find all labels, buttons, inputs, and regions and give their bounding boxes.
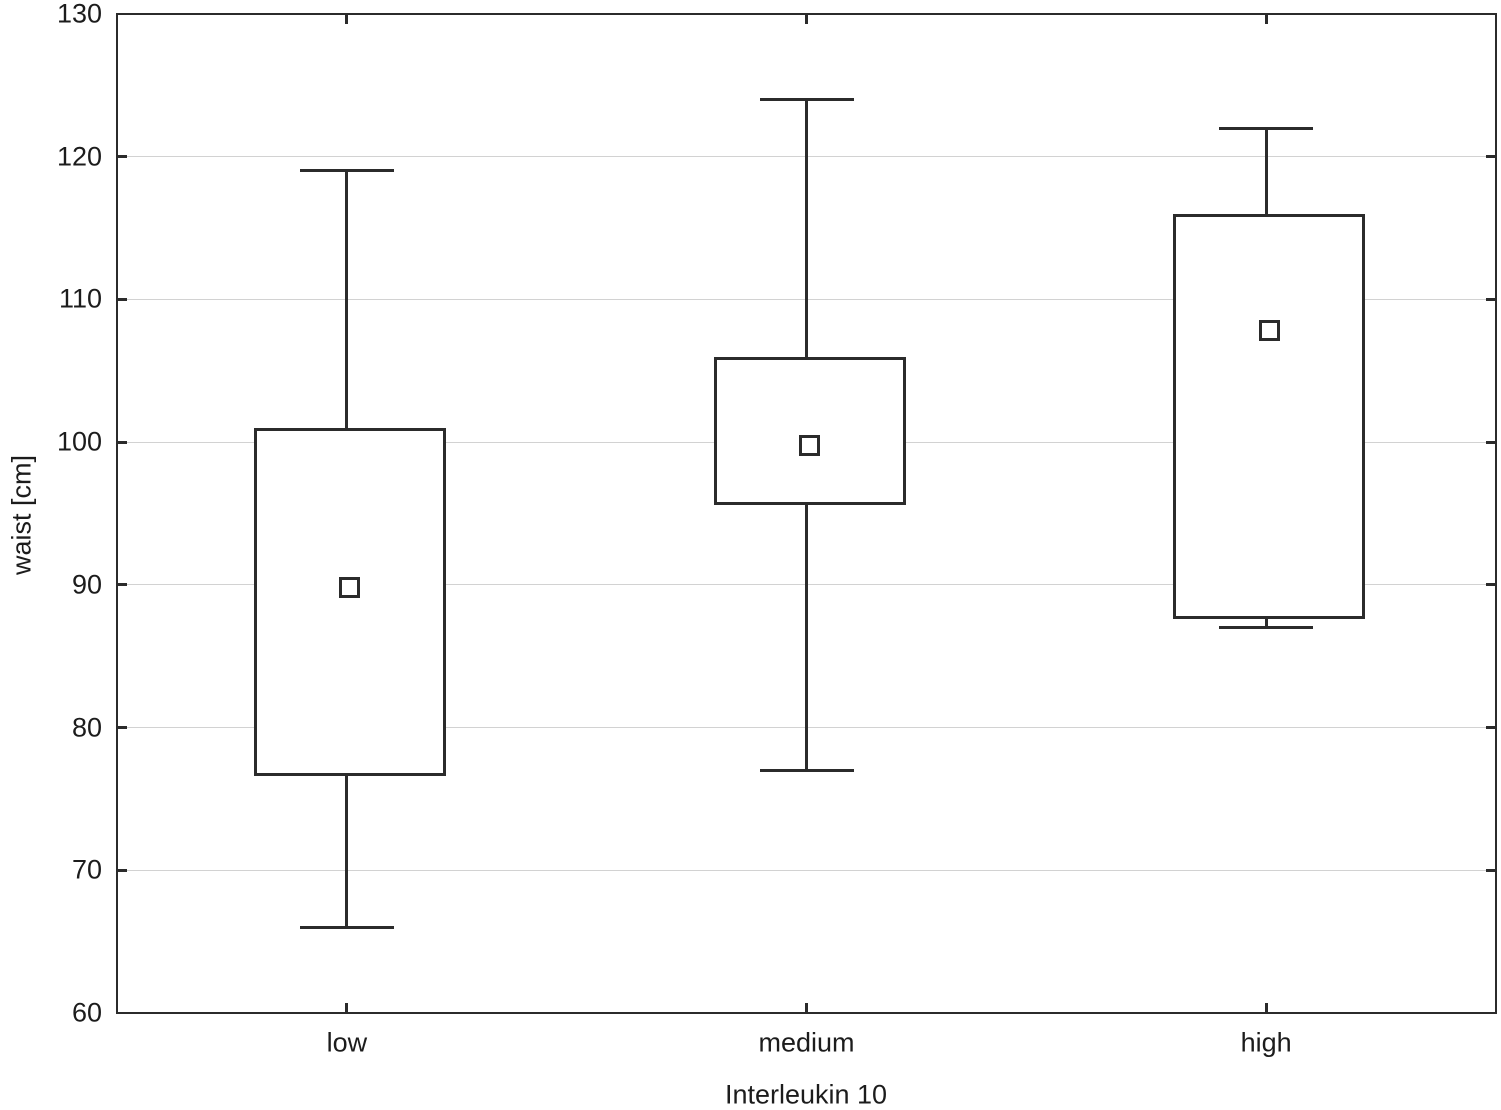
x-axis-tick (1264, 1003, 1268, 1012)
y-axis-tick (1486, 726, 1495, 730)
y-axis-tick (1486, 155, 1495, 159)
whisker-upper-stem (1264, 128, 1268, 214)
x-axis-tick (345, 15, 349, 24)
y-tick-label: 70 (71, 854, 102, 885)
y-axis-tick (118, 726, 127, 730)
y-tick-label: 130 (56, 0, 102, 29)
whisker-upper-stem (805, 99, 808, 357)
box-rect (253, 427, 446, 777)
median-marker (1258, 320, 1280, 342)
y-tick-label: 60 (71, 997, 102, 1028)
whisker-upper-cap (1219, 126, 1314, 130)
x-axis-tick (805, 15, 808, 24)
y-axis-tick (118, 155, 127, 159)
y-axis-tick (118, 868, 127, 872)
whisker-lower-cap (299, 925, 394, 929)
whisker-lower-cap (759, 768, 854, 772)
x-axis-tick (1264, 15, 1268, 24)
y-tick-label: 90 (71, 569, 102, 600)
whisker-upper-cap (759, 98, 854, 102)
whisker-upper-stem (345, 170, 349, 428)
x-axis-title: Interleukin 10 (724, 1079, 888, 1110)
x-axis-tick (345, 1003, 349, 1012)
whisker-lower-cap (1219, 626, 1314, 630)
whisker-lower-stem (345, 770, 349, 928)
median-marker (339, 577, 361, 599)
x-tick-label: high (1240, 1027, 1292, 1058)
x-tick-label: medium (758, 1027, 855, 1058)
x-tick-label: low (326, 1027, 368, 1058)
y-tick-label: 100 (56, 426, 102, 457)
y-axis-title: waist [cm] (6, 454, 37, 576)
plot-area (116, 13, 1497, 1014)
y-tick-label: 110 (58, 283, 102, 314)
box-rect (1173, 213, 1366, 620)
y-axis-tick (1486, 868, 1495, 872)
y-tick-label: 120 (56, 141, 102, 172)
whisker-upper-cap (299, 169, 394, 173)
y-axis-tick (118, 297, 127, 301)
whisker-lower-stem (1264, 613, 1268, 628)
box-rect (713, 356, 906, 506)
gridline (119, 869, 1494, 871)
y-axis-tick (118, 440, 127, 444)
median-marker (799, 434, 820, 456)
whisker-lower-stem (805, 499, 808, 771)
y-axis-tick (118, 583, 127, 587)
y-axis-tick (1486, 297, 1495, 301)
x-axis-tick (805, 1003, 808, 1012)
y-axis-tick (1486, 583, 1495, 587)
y-axis-tick (1486, 440, 1495, 444)
y-tick-label: 80 (71, 712, 102, 743)
